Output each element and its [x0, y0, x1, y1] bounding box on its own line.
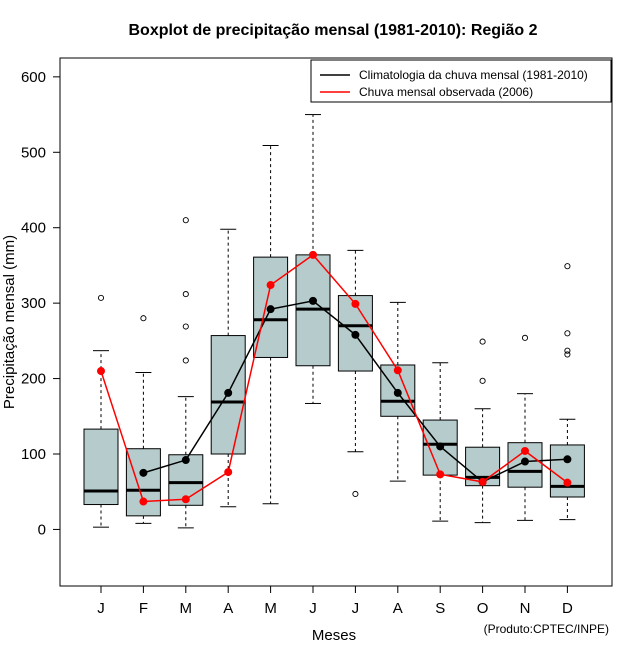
y-tick-label: 300 — [21, 295, 46, 312]
x-tick-label: A — [223, 600, 233, 617]
series-lines — [97, 250, 572, 506]
box-J — [337, 249, 373, 498]
series-point — [478, 477, 487, 486]
series-point — [309, 250, 317, 259]
x-tick-label: D — [562, 600, 573, 617]
series-point — [436, 470, 445, 479]
series-point — [139, 497, 148, 506]
outlier-point — [564, 263, 571, 270]
series-point — [224, 388, 233, 397]
box-F — [125, 315, 161, 524]
y-tick-label: 400 — [21, 220, 46, 237]
y-tick-label: 100 — [21, 446, 46, 463]
legend-box — [310, 59, 612, 103]
y-tick-label: 600 — [21, 69, 46, 86]
x-tick-label: N — [520, 600, 531, 617]
x-axis-label: Meses — [312, 627, 356, 644]
series-point — [521, 457, 529, 466]
outlier-point — [479, 338, 486, 345]
x-tick-label: S — [435, 600, 445, 617]
series-point — [393, 388, 402, 397]
outlier-point — [182, 323, 189, 330]
series-point — [563, 478, 572, 487]
chart-title: Boxplot de precipitação mensal (1981-201… — [128, 22, 537, 39]
series-point — [139, 468, 148, 477]
box-O — [465, 338, 501, 524]
x-tick-label: O — [477, 600, 489, 617]
outlier-point — [182, 291, 189, 298]
outlier-point — [521, 334, 529, 341]
y-axis-label: Precipitação mensal (mm) — [1, 235, 18, 409]
x-tick-label: J — [352, 600, 360, 617]
series-point — [97, 367, 105, 376]
series-point — [181, 495, 190, 504]
x-tick-label: M — [264, 600, 277, 617]
series-point — [351, 330, 360, 339]
outlier-point — [182, 357, 189, 364]
y-tick-label: 0 — [38, 521, 46, 538]
series-point — [309, 296, 317, 305]
iqr-box — [549, 444, 585, 498]
series-point — [266, 281, 275, 290]
series-point — [266, 305, 275, 314]
x-tick-label: A — [393, 600, 403, 617]
outlier-point — [564, 351, 571, 358]
series-point — [563, 455, 572, 464]
boxes — [83, 114, 585, 529]
series-point — [224, 468, 233, 477]
outlier-point — [564, 330, 571, 337]
series-point — [436, 442, 445, 451]
y-tick-label: 200 — [21, 371, 46, 388]
box-S — [422, 362, 458, 522]
x-tick-label: J — [309, 600, 317, 617]
legend-label: Chuva mensal observada (2006) — [359, 85, 533, 99]
legend: Climatologia da chuva mensal (1981-2010)… — [310, 59, 612, 103]
x-tick-label: M — [180, 600, 193, 617]
series-line — [100, 253, 568, 503]
series-1 — [97, 250, 572, 506]
iqr-box — [83, 428, 119, 506]
y-tick-label: 500 — [21, 144, 46, 161]
box-N — [507, 334, 543, 521]
legend-label: Climatologia da chuva mensal (1981-2010) — [359, 68, 588, 82]
iqr-box — [125, 448, 161, 517]
y-axis: 0 100 200 300 400 500 600 — [21, 69, 60, 538]
box-M — [253, 144, 289, 505]
series-point — [393, 366, 402, 375]
series-point — [181, 456, 190, 465]
box-J — [295, 114, 331, 404]
series-point — [351, 299, 360, 308]
series-point — [521, 446, 529, 455]
outlier-point — [140, 315, 147, 322]
x-tick-label: J — [97, 600, 105, 617]
plot-frame — [59, 57, 613, 587]
box-M — [168, 217, 204, 529]
outlier-point — [479, 377, 486, 384]
outlier-point — [182, 217, 189, 224]
x-tick-label: F — [139, 600, 148, 617]
outlier-point — [352, 490, 359, 498]
footer-credit: (Produto:CPTEC/INPE) — [484, 622, 609, 636]
box-J — [83, 294, 119, 528]
outlier-point — [97, 294, 105, 301]
outlier-point — [564, 347, 571, 354]
